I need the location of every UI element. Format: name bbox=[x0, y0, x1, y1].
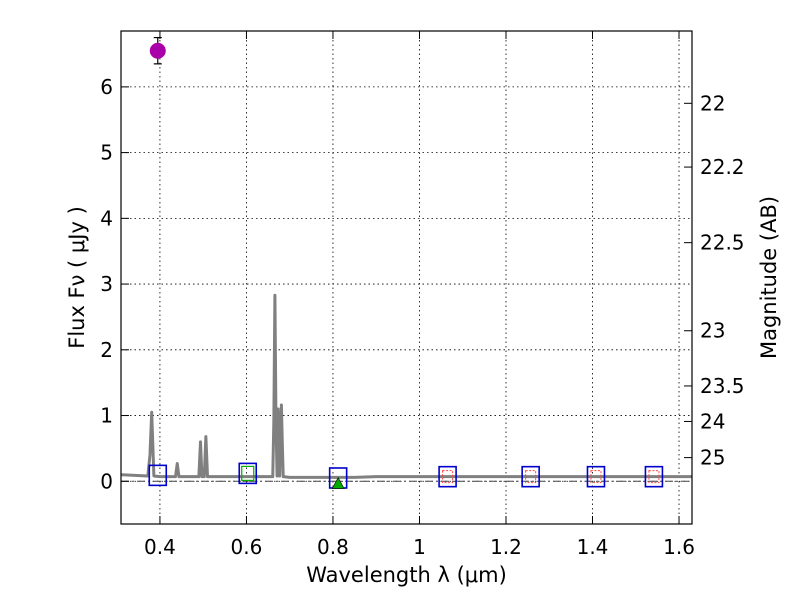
x-tick-label: 1 bbox=[413, 535, 426, 559]
y-tick-label: 4 bbox=[100, 206, 113, 230]
series-layer bbox=[120, 293, 692, 479]
y-tick-label: 0 bbox=[100, 469, 113, 493]
upper-limit-box bbox=[590, 470, 602, 484]
right-tick-label: 23.5 bbox=[700, 374, 745, 398]
y-axis-label: Flux Fν ( μJy ) bbox=[65, 206, 89, 349]
model-flux-box bbox=[521, 465, 540, 488]
y-tick-label: 5 bbox=[100, 141, 113, 165]
upper-limit-box bbox=[525, 470, 537, 484]
y-tick-label: 3 bbox=[100, 272, 113, 296]
x-tick-label: 0.6 bbox=[231, 535, 263, 559]
y-right-axis-label: Magnitude (AB) bbox=[757, 196, 781, 359]
x-tick-label: 1.4 bbox=[577, 535, 609, 559]
right-tick-label: 22.2 bbox=[700, 155, 745, 179]
green-flux-box bbox=[241, 465, 255, 481]
right-tick-label: 24 bbox=[700, 409, 725, 433]
y-tick-label: 1 bbox=[100, 404, 113, 428]
right-tick-label: 25 bbox=[700, 446, 725, 470]
x-tick-label: 0.8 bbox=[317, 535, 349, 559]
spectrum-line bbox=[120, 293, 692, 479]
upper-limit-box bbox=[442, 470, 454, 484]
x-axis-label: Wavelength λ (μm) bbox=[306, 563, 507, 587]
x-tick-label: 0.4 bbox=[144, 535, 176, 559]
model-flux-box bbox=[644, 465, 664, 488]
right-tick-label: 23 bbox=[700, 319, 725, 343]
y-tick-label: 6 bbox=[100, 75, 113, 99]
model-flux-box bbox=[586, 465, 606, 488]
model-flux-box bbox=[438, 465, 457, 488]
plot-frame bbox=[120, 30, 693, 525]
x-tick-label: 1.2 bbox=[490, 535, 522, 559]
x-tick-label: 1.6 bbox=[663, 535, 695, 559]
upper-limit-box bbox=[648, 470, 660, 484]
triangle-marker bbox=[331, 476, 345, 489]
right-tick-label: 22.5 bbox=[700, 231, 745, 255]
right-tick-label: 22 bbox=[700, 91, 725, 115]
model-flux-box bbox=[238, 462, 258, 485]
model-flux-box bbox=[148, 464, 168, 487]
y-tick-label: 2 bbox=[100, 338, 113, 362]
observed-flux-point bbox=[149, 42, 166, 59]
tick-layer: 0.4 0.6 0.8 1 1.2 1.4 1.601234562222.222.52323… bbox=[100, 31, 745, 559]
marker-layer bbox=[148, 36, 664, 489]
grid-layer bbox=[121, 31, 692, 524]
